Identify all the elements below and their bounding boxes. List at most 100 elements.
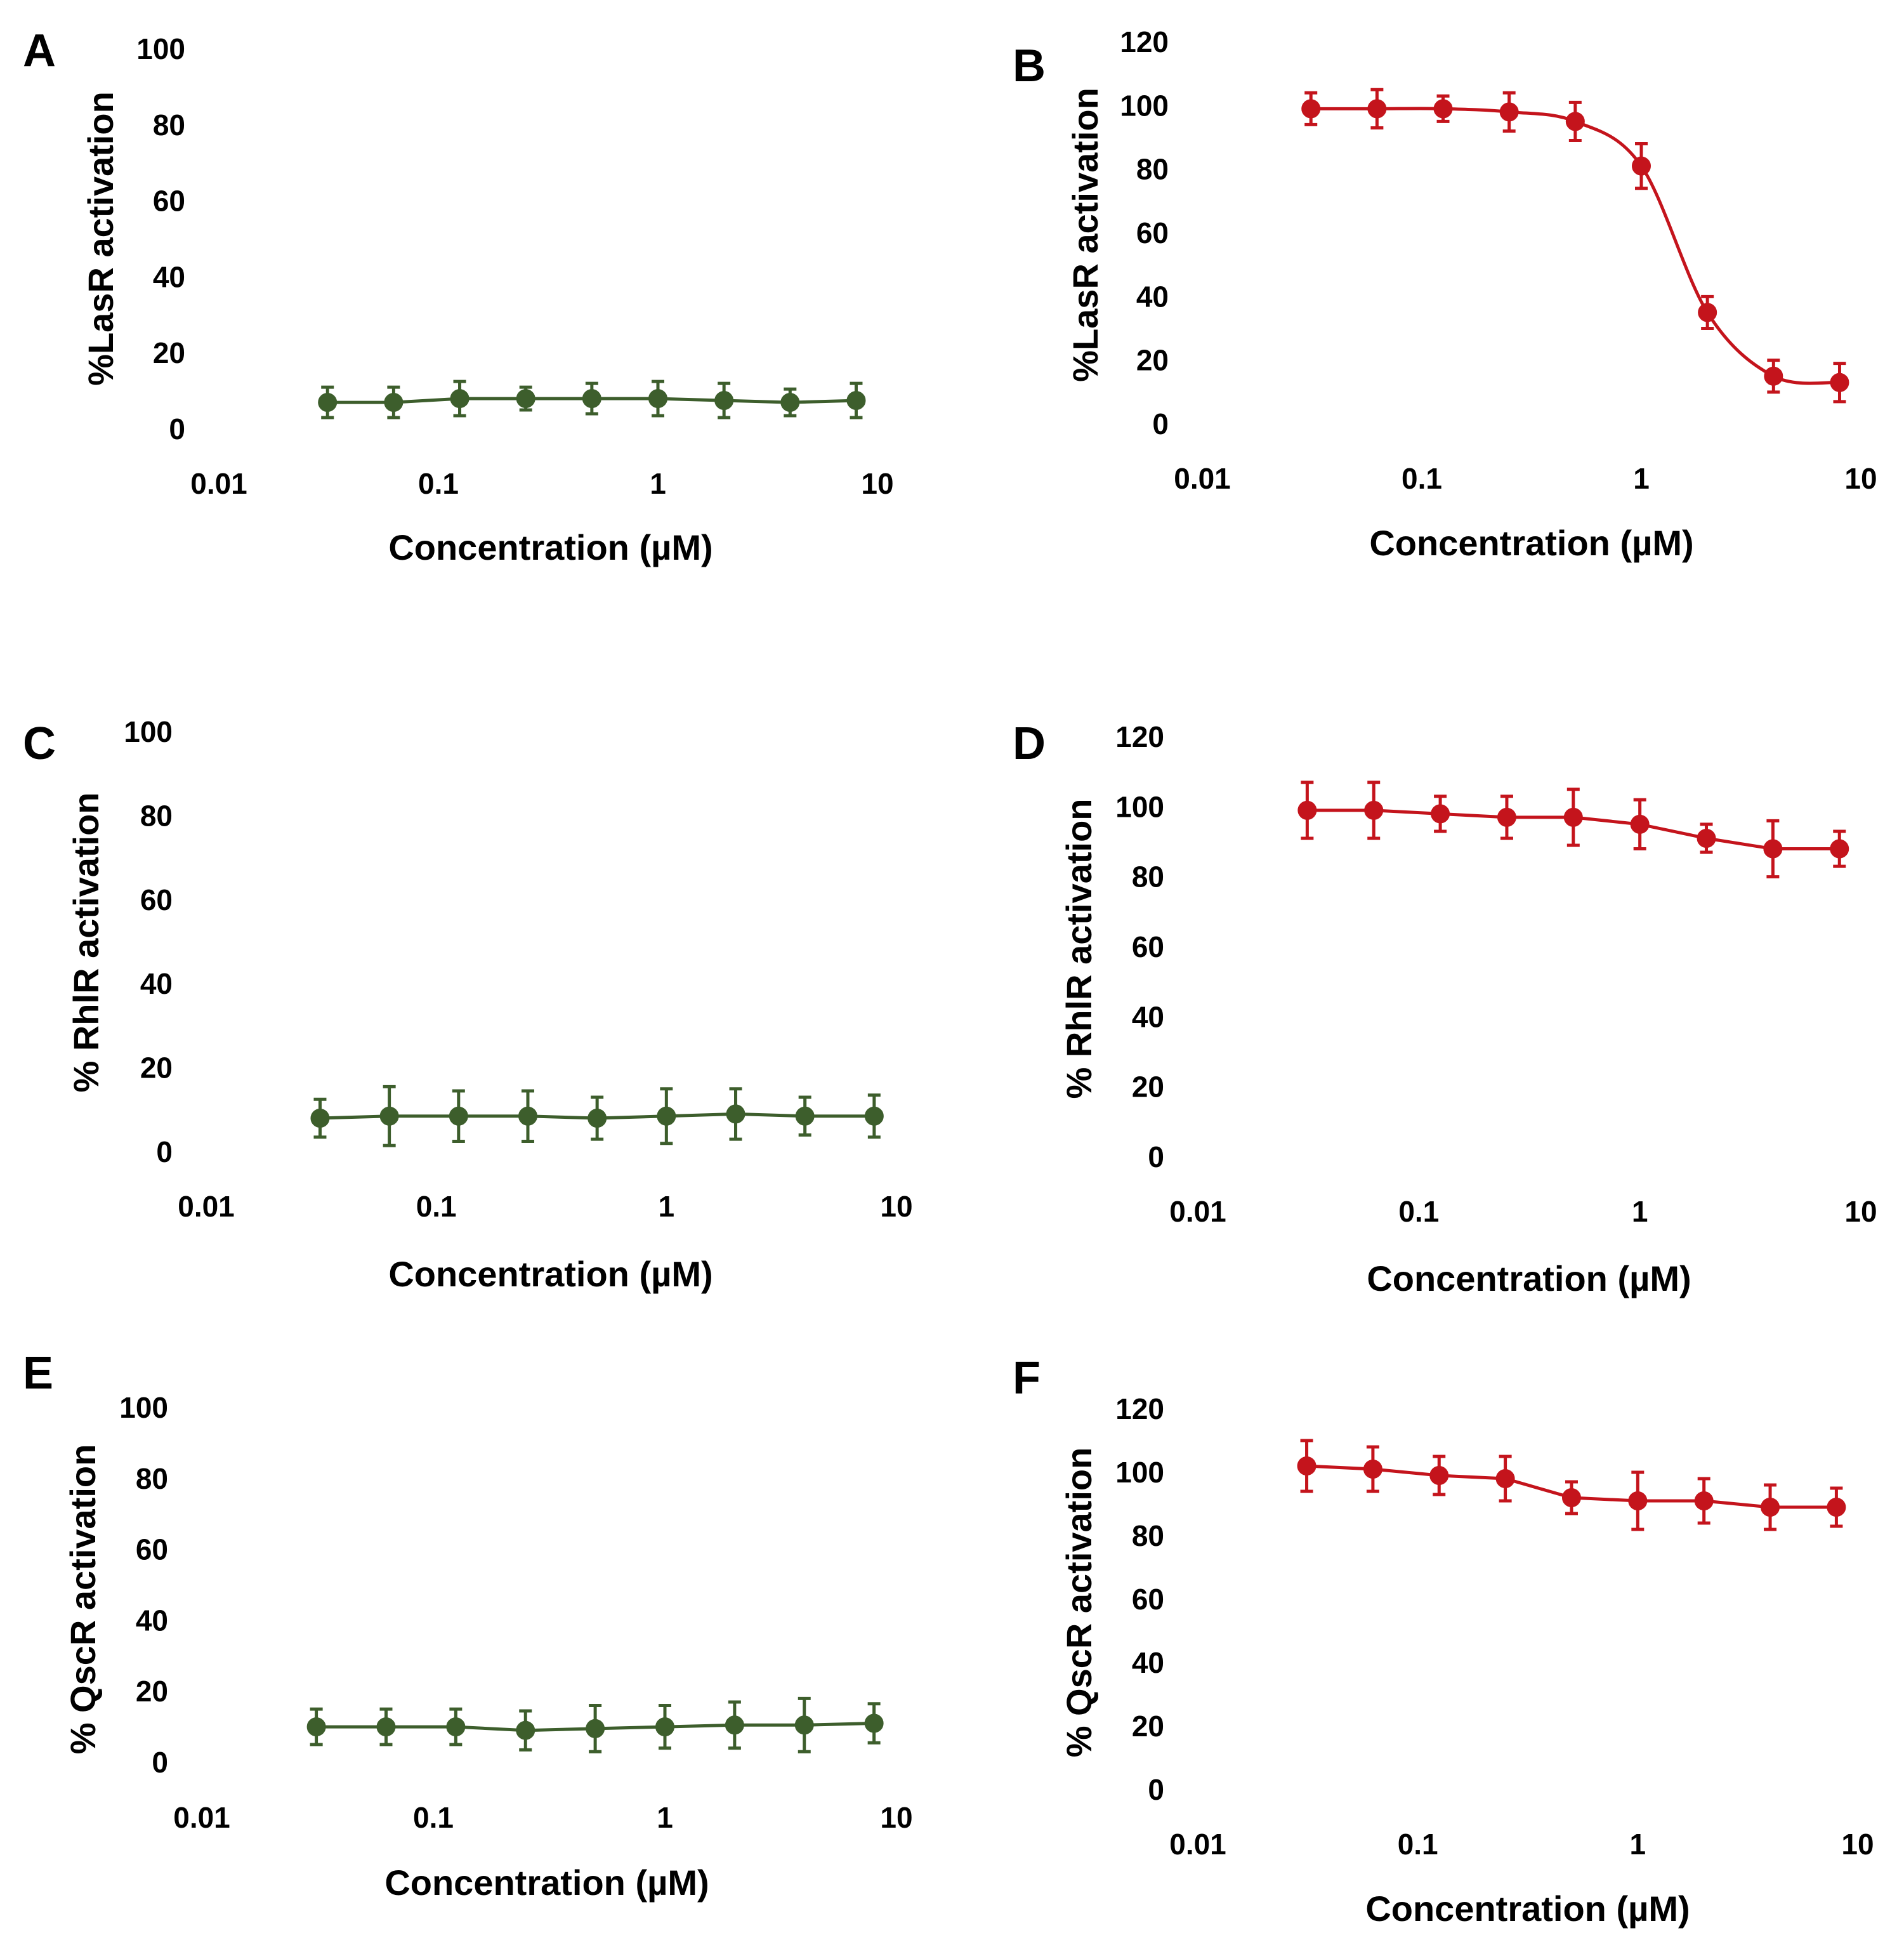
panel-c-ytick: 80 <box>140 799 173 832</box>
panel-d-ytick: 100 <box>1115 790 1164 823</box>
panel-a-data-point <box>384 393 404 412</box>
panel-c-xtick: 10 <box>880 1190 912 1223</box>
panel-d-ytick: 80 <box>1132 861 1164 894</box>
panel-d-data-point <box>1630 814 1650 834</box>
panel-d-data-point <box>1563 807 1583 827</box>
panel-b-ytick: 20 <box>1136 344 1169 377</box>
panel-d-xlabel: Concentration (µM) <box>1367 1258 1691 1298</box>
panel-c-xtick: 0.01 <box>178 1190 235 1223</box>
panel-d: D % RhlR activation Concentration (µM) 0… <box>1013 718 1877 1298</box>
panel-f-data-point <box>1628 1491 1648 1510</box>
panel-b-ytick: 100 <box>1120 89 1169 122</box>
panel-f-ytick: 0 <box>1148 1773 1164 1806</box>
panel-f-data-point <box>1761 1498 1780 1517</box>
panel-e-xtick: 0.1 <box>413 1801 454 1834</box>
panel-e-data-point <box>446 1717 466 1737</box>
panel-b-data-point <box>1499 102 1519 122</box>
panel-e-data-point <box>516 1720 535 1740</box>
panel-c-data-point <box>310 1109 330 1128</box>
panel-e-data-point <box>586 1719 605 1738</box>
panel-e-data-point <box>655 1717 674 1737</box>
panel-d-xtick: 0.1 <box>1398 1195 1439 1228</box>
panel-b-ytick: 80 <box>1136 153 1169 186</box>
panel-f-data-point <box>1694 1491 1714 1510</box>
panel-f-ytick: 120 <box>1115 1392 1164 1425</box>
panel-a-data-point <box>846 391 866 411</box>
panel-c-ytick: 20 <box>140 1052 173 1085</box>
panel-e: E % QscR activation Concentration (µM) 0… <box>23 1348 913 1903</box>
panel-c-data-point <box>795 1106 815 1126</box>
panel-c-ytick: 100 <box>124 715 173 748</box>
panel-d-ytick: 40 <box>1132 1000 1164 1033</box>
panel-e-ytick: 20 <box>136 1675 168 1708</box>
panel-e-letter: E <box>23 1348 53 1399</box>
panel-e-data-point <box>725 1715 744 1735</box>
panel-b-data-point <box>1433 99 1453 119</box>
panel-a-ytick: 20 <box>153 336 185 369</box>
panel-f-data-point <box>1827 1498 1846 1517</box>
panel-b-xtick: 10 <box>1844 462 1877 495</box>
panel-f-ytick: 80 <box>1132 1519 1164 1552</box>
panel-d-ytick: 0 <box>1148 1140 1164 1173</box>
panel-d-data-point <box>1431 804 1450 824</box>
panel-d-xtick: 0.01 <box>1169 1195 1226 1228</box>
panel-d-ylabel: % RhlR activation <box>1059 799 1099 1099</box>
panel-b-ytick: 120 <box>1120 25 1169 58</box>
panel-f-ytick: 100 <box>1115 1456 1164 1489</box>
panel-c-ytick: 40 <box>140 967 173 1000</box>
panel-b-letter: B <box>1013 41 1046 91</box>
panel-e-ylabel: % QscR activation <box>63 1444 103 1755</box>
panel-d-xtick: 1 <box>1632 1195 1648 1228</box>
panel-a-ytick: 100 <box>136 32 185 65</box>
panel-b-data-point <box>1764 366 1783 386</box>
panel-f-xtick: 0.01 <box>1169 1828 1226 1861</box>
panel-a-data-point <box>714 391 734 411</box>
panel-e-ytick: 60 <box>136 1533 168 1566</box>
panel-a-data-point <box>318 393 338 412</box>
panel-f-ytick: 20 <box>1132 1710 1164 1743</box>
panel-d-xtick: 10 <box>1844 1195 1877 1228</box>
panel-b-data-point <box>1301 99 1321 119</box>
panel-a-ylabel: %LasR activation <box>81 91 121 386</box>
panel-d-data-point <box>1364 800 1384 820</box>
panel-a-data-point <box>516 389 535 409</box>
panel-d-data-point <box>1497 807 1516 827</box>
panel-c-data-point <box>449 1106 468 1126</box>
panel-c-ylabel: % RhlR activation <box>66 793 106 1093</box>
panel-b: B %LasR activation Concentration (µM) 0.… <box>1013 25 1877 563</box>
panel-f-xtick: 10 <box>1841 1828 1874 1861</box>
panel-a-data-point <box>582 389 601 409</box>
panel-c-data-point <box>864 1106 884 1126</box>
panel-b-ytick: 60 <box>1136 216 1169 249</box>
panel-f-ytick: 60 <box>1132 1583 1164 1616</box>
panel-c-data-point <box>379 1106 399 1126</box>
panel-d-ytick: 60 <box>1132 930 1164 963</box>
panel-b-data-point <box>1632 156 1651 176</box>
panel-c-data-point <box>726 1104 745 1124</box>
panel-f-xtick: 1 <box>1630 1828 1646 1861</box>
panel-b-data-point <box>1830 373 1849 392</box>
panel-f-ytick: 40 <box>1132 1646 1164 1679</box>
panel-a-xtick: 0.1 <box>418 467 459 500</box>
panel-c-data-point <box>657 1106 676 1126</box>
panel-f-data-point <box>1495 1469 1515 1488</box>
panel-b-xtick: 0.1 <box>1402 462 1442 495</box>
panel-f-letter: F <box>1013 1353 1041 1404</box>
panel-b-ytick: 40 <box>1136 280 1169 313</box>
panel-d-data-point <box>1297 800 1317 820</box>
panel-d-ytick: 20 <box>1132 1071 1164 1104</box>
panel-b-xtick: 1 <box>1633 462 1650 495</box>
panel-c-ytick: 0 <box>156 1135 173 1168</box>
panel-f-data-point <box>1429 1466 1449 1485</box>
panel-b-data-point <box>1565 112 1585 131</box>
panel-f-data-point <box>1363 1460 1382 1479</box>
panel-f-data-point <box>1561 1488 1581 1507</box>
panel-d-data-point <box>1830 839 1849 859</box>
panel-a-ytick: 60 <box>153 185 185 218</box>
panel-b-xlabel: Concentration (µM) <box>1369 523 1693 563</box>
panel-c-xtick: 1 <box>659 1190 675 1223</box>
panel-e-ytick: 40 <box>136 1604 168 1637</box>
